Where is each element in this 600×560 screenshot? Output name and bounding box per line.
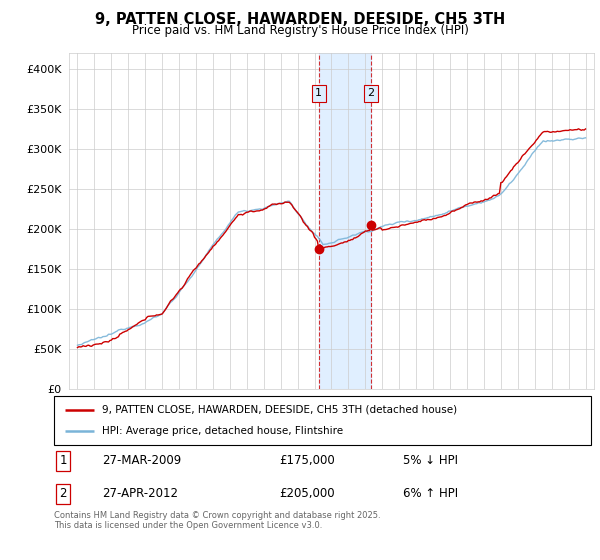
- Text: HPI: Average price, detached house, Flintshire: HPI: Average price, detached house, Flin…: [103, 426, 343, 436]
- Text: 2: 2: [59, 487, 67, 501]
- Text: 9, PATTEN CLOSE, HAWARDEN, DEESIDE, CH5 3TH: 9, PATTEN CLOSE, HAWARDEN, DEESIDE, CH5 …: [95, 12, 505, 27]
- Bar: [319, 53, 371, 389]
- Text: £205,000: £205,000: [280, 487, 335, 501]
- FancyBboxPatch shape: [54, 396, 591, 445]
- Text: 9, PATTEN CLOSE, HAWARDEN, DEESIDE, CH5 3TH (detached house): 9, PATTEN CLOSE, HAWARDEN, DEESIDE, CH5 …: [103, 405, 457, 415]
- Text: £175,000: £175,000: [280, 454, 335, 468]
- Text: 1: 1: [59, 454, 67, 468]
- Text: Price paid vs. HM Land Registry's House Price Index (HPI): Price paid vs. HM Land Registry's House …: [131, 24, 469, 36]
- Text: Contains HM Land Registry data © Crown copyright and database right 2025.
This d: Contains HM Land Registry data © Crown c…: [54, 511, 380, 530]
- Text: 1: 1: [315, 88, 322, 98]
- Text: 5% ↓ HPI: 5% ↓ HPI: [403, 454, 458, 468]
- Text: 27-APR-2012: 27-APR-2012: [103, 487, 178, 501]
- Text: 27-MAR-2009: 27-MAR-2009: [103, 454, 182, 468]
- Text: 2: 2: [367, 88, 374, 98]
- Text: 6% ↑ HPI: 6% ↑ HPI: [403, 487, 458, 501]
